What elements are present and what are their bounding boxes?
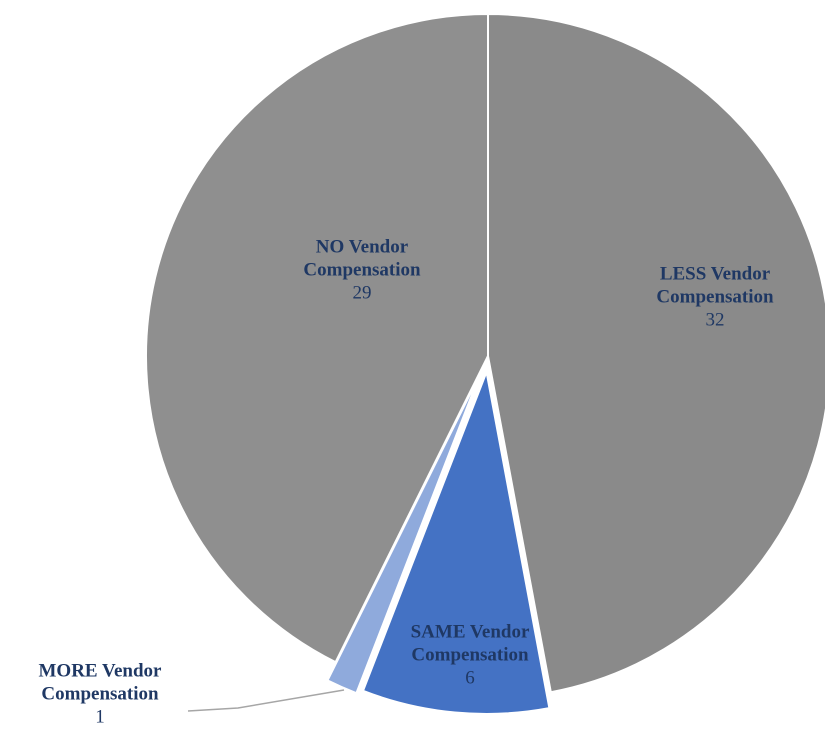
data-label: MORE Vendor Compensation 1 <box>15 660 185 729</box>
category-label: SAME Vendor Compensation <box>410 621 530 666</box>
value-label: 6 <box>465 667 475 689</box>
pie-slice <box>361 368 551 715</box>
category-label: LESS Vendor Compensation <box>656 263 774 308</box>
data-label: NO Vendor Compensation 29 <box>277 236 447 305</box>
data-label: LESS Vendor Compensation 32 <box>630 263 800 332</box>
pie-slice <box>145 12 489 664</box>
category-label: NO Vendor Compensation <box>303 236 421 281</box>
data-label: SAME Vendor Compensation 6 <box>385 621 555 690</box>
leader-line <box>187 689 345 712</box>
value-label: 29 <box>352 282 372 304</box>
pie-slice <box>487 12 825 694</box>
value-label: 1 <box>95 706 105 728</box>
pie-slice <box>326 373 481 695</box>
value-label: 32 <box>705 309 725 331</box>
category-label: MORE Vendor Compensation <box>38 660 162 705</box>
